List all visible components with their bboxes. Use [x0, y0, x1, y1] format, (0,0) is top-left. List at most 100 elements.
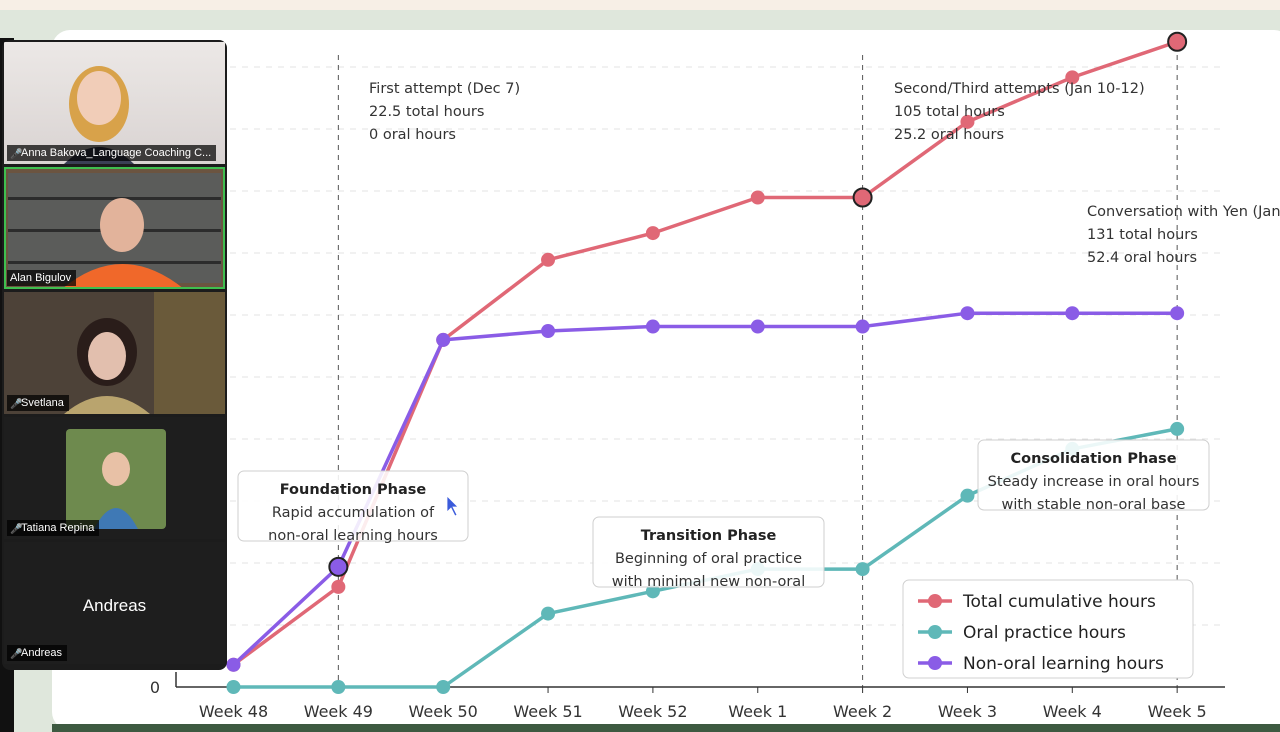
phase-description: Steady increase in oral hours — [988, 474, 1200, 490]
annotation-text: 52.4 oral hours — [1087, 250, 1197, 266]
muted-mic-icon: 🎤 — [10, 399, 23, 410]
phase-box-frame — [977, 439, 1210, 511]
data-point — [1065, 306, 1080, 321]
participant-tile-tatiana[interactable]: 🎤Tatiana Repina — [4, 417, 225, 539]
participant-tile-svetlana[interactable]: 🎤Svetlana — [4, 292, 225, 414]
x-tick-label: Week 48 — [199, 702, 268, 721]
x-tick-label: Week 1 — [728, 702, 787, 721]
data-point — [960, 306, 975, 321]
y-tick-label: 0 — [150, 678, 160, 697]
x-tick-label: Week 4 — [1043, 702, 1102, 721]
legend-marker — [928, 625, 942, 639]
phase-box-frame — [237, 470, 469, 542]
annotation-text: 25.2 oral hours — [894, 127, 1004, 143]
participant-name-tag: 🎤Svetlana — [7, 395, 69, 411]
phase-box: Foundation Phase Rapid accumulation of non… — [237, 470, 469, 544]
legend-label: Oral practice hours — [963, 623, 1126, 643]
participant-name: Anna Bakova_Language Coaching C... — [21, 147, 212, 159]
highlight-marker — [1167, 31, 1188, 52]
participant-video-svetlana — [4, 292, 225, 414]
data-point — [645, 226, 660, 241]
chart-legend: Total cumulative hours Oral practice hour… — [902, 579, 1194, 679]
annotation-text: First attempt (Dec 7) — [369, 81, 520, 97]
highlight-marker — [852, 187, 873, 208]
annotation-text: 131 total hours — [1087, 227, 1198, 243]
muted-mic-icon: 🎤 — [10, 149, 23, 160]
phase-description: Beginning of oral practice — [615, 551, 802, 567]
legend-label: Total cumulative hours — [962, 592, 1156, 612]
phase-box: Consolidation Phase Steady increase in or… — [977, 439, 1210, 513]
participant-tile-andreas[interactable]: Andreas 🎤Andreas — [4, 542, 225, 664]
x-tick-label: Week 51 — [513, 702, 582, 721]
muted-mic-icon: 🎤 — [10, 649, 23, 660]
participant-tile-anna[interactable]: 🎤Anna Bakova_Language Coaching C... — [4, 42, 225, 164]
data-point — [855, 319, 870, 334]
highlight-marker — [328, 556, 349, 577]
data-point — [750, 190, 765, 205]
window-top-strip — [0, 0, 1280, 10]
x-tick-label: Week 5 — [1148, 702, 1207, 721]
data-point — [750, 319, 765, 334]
phase-boxes: Foundation Phase Rapid accumulation of non… — [237, 439, 1210, 590]
participant-name: Tatiana Repina — [21, 522, 95, 534]
participants-gallery: 🎤Anna Bakova_Language Coaching C... Alan… — [2, 40, 227, 670]
series-line — [232, 311, 1178, 667]
legend-label: Non-oral learning hours — [963, 654, 1164, 674]
x-tick-label: Week 2 — [833, 702, 892, 721]
phase-description: non-oral learning hours — [268, 528, 438, 544]
data-point — [331, 680, 346, 694]
annotation-text: Second/Third attempts (Jan 10-12) — [894, 81, 1145, 97]
participant-name: Svetlana — [21, 397, 64, 409]
series-line — [232, 40, 1178, 667]
participant-video-alan — [4, 167, 225, 289]
x-tick-label: Week 49 — [304, 702, 373, 721]
chart-axes: Week 48 Week 49 Week 50 Week 51 Week 52 Week … — [150, 672, 1225, 721]
phase-title: Foundation Phase — [280, 482, 427, 498]
data-point — [645, 319, 660, 334]
participant-display-name: Andreas — [82, 596, 147, 615]
data-point — [226, 680, 241, 694]
data-point — [541, 252, 556, 267]
data-point — [436, 332, 451, 347]
legend-frame — [902, 579, 1194, 679]
phase-description: with minimal new non-oral — [612, 574, 805, 590]
data-point — [1170, 306, 1185, 321]
participant-avatar-tatiana — [66, 429, 166, 529]
phase-description: with stable non-oral base — [1002, 497, 1186, 513]
x-tick-label: Week 52 — [618, 702, 687, 721]
participant-name-tag: Alan Bigulov — [7, 270, 77, 286]
annotation-text: 105 total hours — [894, 104, 1005, 120]
data-point — [855, 562, 870, 577]
phase-box-frame — [592, 516, 825, 588]
data-point — [226, 657, 241, 672]
chart-series — [226, 31, 1188, 694]
x-tick-label: Week 3 — [938, 702, 997, 721]
legend-marker — [928, 656, 942, 670]
participant-name-tag: 🎤Andreas — [7, 645, 67, 661]
legend-marker — [928, 594, 942, 608]
phase-box: Transition Phase Beginning of oral practi… — [592, 516, 825, 590]
data-point — [436, 680, 451, 694]
data-point — [960, 114, 975, 129]
x-tick-label: Week 50 — [409, 702, 478, 721]
annotation-text: 0 oral hours — [369, 127, 456, 143]
annotation-text: Conversation with Yen (Jan — [1087, 204, 1280, 220]
participant-tile-alan[interactable]: Alan Bigulov — [4, 167, 225, 289]
data-point — [1065, 70, 1080, 85]
participant-name: Alan Bigulov — [10, 272, 72, 284]
slide-bottom-band — [52, 724, 1280, 732]
data-point — [541, 606, 556, 621]
participant-name: Andreas — [21, 647, 62, 659]
data-point — [960, 488, 975, 503]
phase-title: Consolidation Phase — [1010, 451, 1176, 467]
data-point — [331, 579, 346, 594]
annotation-text: 22.5 total hours — [369, 104, 484, 120]
participant-name-tag: 🎤Anna Bakova_Language Coaching C... — [7, 145, 217, 161]
data-point — [541, 324, 556, 338]
phase-description: Rapid accumulation of — [272, 505, 435, 521]
participant-name-tag: 🎤Tatiana Repina — [7, 520, 100, 536]
mouse-cursor-icon — [446, 495, 459, 517]
data-point — [1170, 421, 1185, 436]
muted-mic-icon: 🎤 — [10, 524, 23, 535]
